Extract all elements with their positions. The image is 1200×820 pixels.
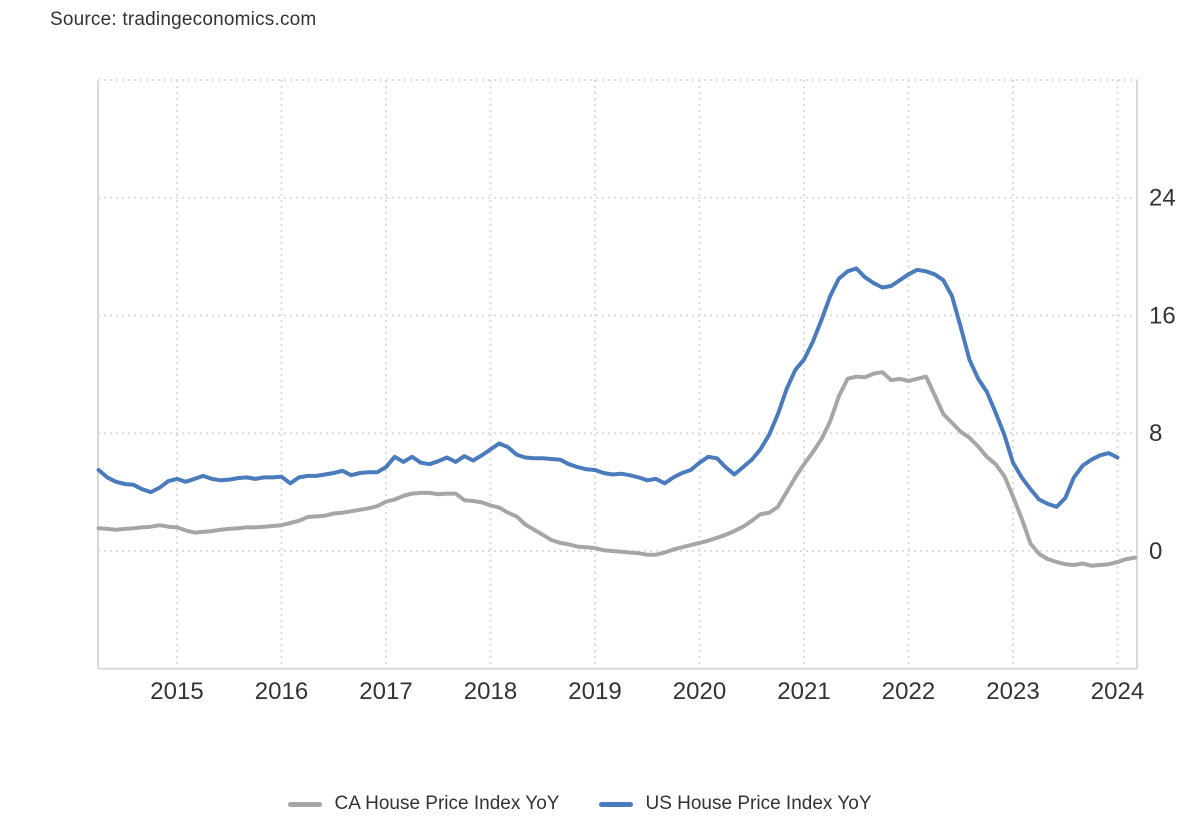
x-tick-2020: 2020 [673,678,726,705]
x-tick-2015: 2015 [150,678,203,705]
series-line-us[interactable] [96,266,1120,509]
y-tick-0: 0 [1149,538,1162,565]
x-tick-2023: 2023 [986,678,1039,705]
chart-legend: CA House Price Index YoY US House Price … [0,793,1160,815]
y-tick-8: 8 [1149,420,1162,447]
y-tick-24: 24 [1149,185,1176,212]
source-label: Source: tradingeconomics.com [50,9,317,30]
x-tick-2022: 2022 [882,678,935,705]
x-tick-2021: 2021 [777,678,830,705]
x-tick-2018: 2018 [464,678,517,705]
us-series-swatch [599,801,634,807]
x-tick-2017: 2017 [359,678,412,705]
series-line-ca[interactable] [96,370,1137,568]
ca-series-swatch [288,801,323,807]
legend-label-ca: CA House Price Index YoY [334,793,560,814]
x-tick-2024: 2024 [1091,678,1144,705]
plot-area[interactable] [98,80,1137,669]
legend-item-us[interactable]: US House Price Index YoY [599,793,872,815]
legend-label-us: US House Price Index YoY [645,793,872,814]
x-tick-2019: 2019 [568,678,621,705]
y-tick-16: 16 [1149,303,1176,330]
legend-item-ca[interactable]: CA House Price Index YoY [288,793,559,815]
x-tick-2016: 2016 [255,678,308,705]
